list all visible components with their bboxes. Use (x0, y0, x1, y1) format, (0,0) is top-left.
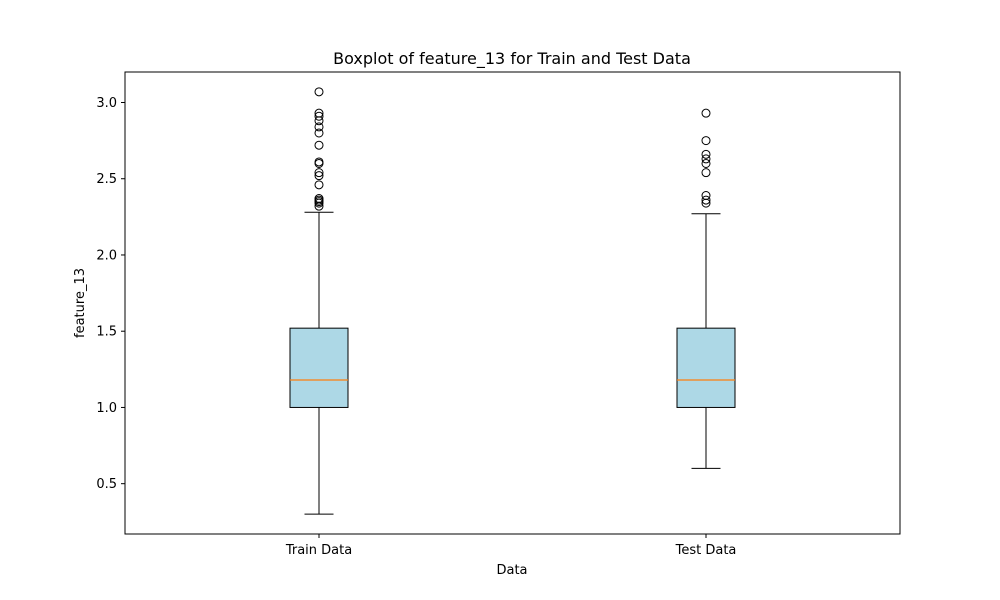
outlier-point (314, 168, 324, 178)
outlier-point (701, 195, 711, 205)
x-tick-label: Test Data (675, 543, 737, 558)
outlier-point (314, 128, 324, 138)
box-group-train (289, 87, 349, 515)
outlier-point (701, 154, 711, 164)
plot-area (289, 87, 736, 515)
outlier-point (314, 108, 324, 118)
outlier-point (701, 158, 711, 168)
outlier-point (701, 168, 711, 178)
outlier-point (314, 194, 324, 204)
y-tick-label: 2.5 (96, 172, 117, 187)
y-tick-label: 0.5 (96, 477, 117, 492)
outlier-point (701, 108, 711, 118)
outlier-point (314, 111, 324, 121)
chart-title: Boxplot of feature_13 for Train and Test… (333, 49, 691, 69)
outlier-point (314, 180, 324, 190)
outlier-point (314, 122, 324, 132)
y-tick-label: 1.5 (96, 325, 117, 340)
outlier-point (314, 87, 324, 97)
outlier-point (314, 140, 324, 150)
outlier-point (701, 149, 711, 159)
y-tick-label: 1.0 (96, 401, 117, 416)
iqr-box (289, 327, 349, 408)
box-group-test (676, 108, 736, 469)
iqr-box (676, 327, 736, 408)
x-tick-label: Train Data (285, 543, 352, 558)
outlier-point (314, 171, 324, 181)
x-axis-label: Data (496, 563, 527, 578)
outlier-point (701, 191, 711, 201)
y-axis: 0.5 1.0 1.5 2.0 2.5 3.0 (96, 96, 125, 492)
y-tick-label: 2.0 (96, 248, 117, 263)
plot-frame (124, 71, 901, 535)
x-axis: Train Data Test Data (285, 534, 737, 558)
y-tick-label: 3.0 (96, 96, 117, 111)
y-axis-label: feature_13 (73, 268, 88, 338)
outlier-point (701, 136, 711, 146)
outlier-point (314, 157, 324, 167)
